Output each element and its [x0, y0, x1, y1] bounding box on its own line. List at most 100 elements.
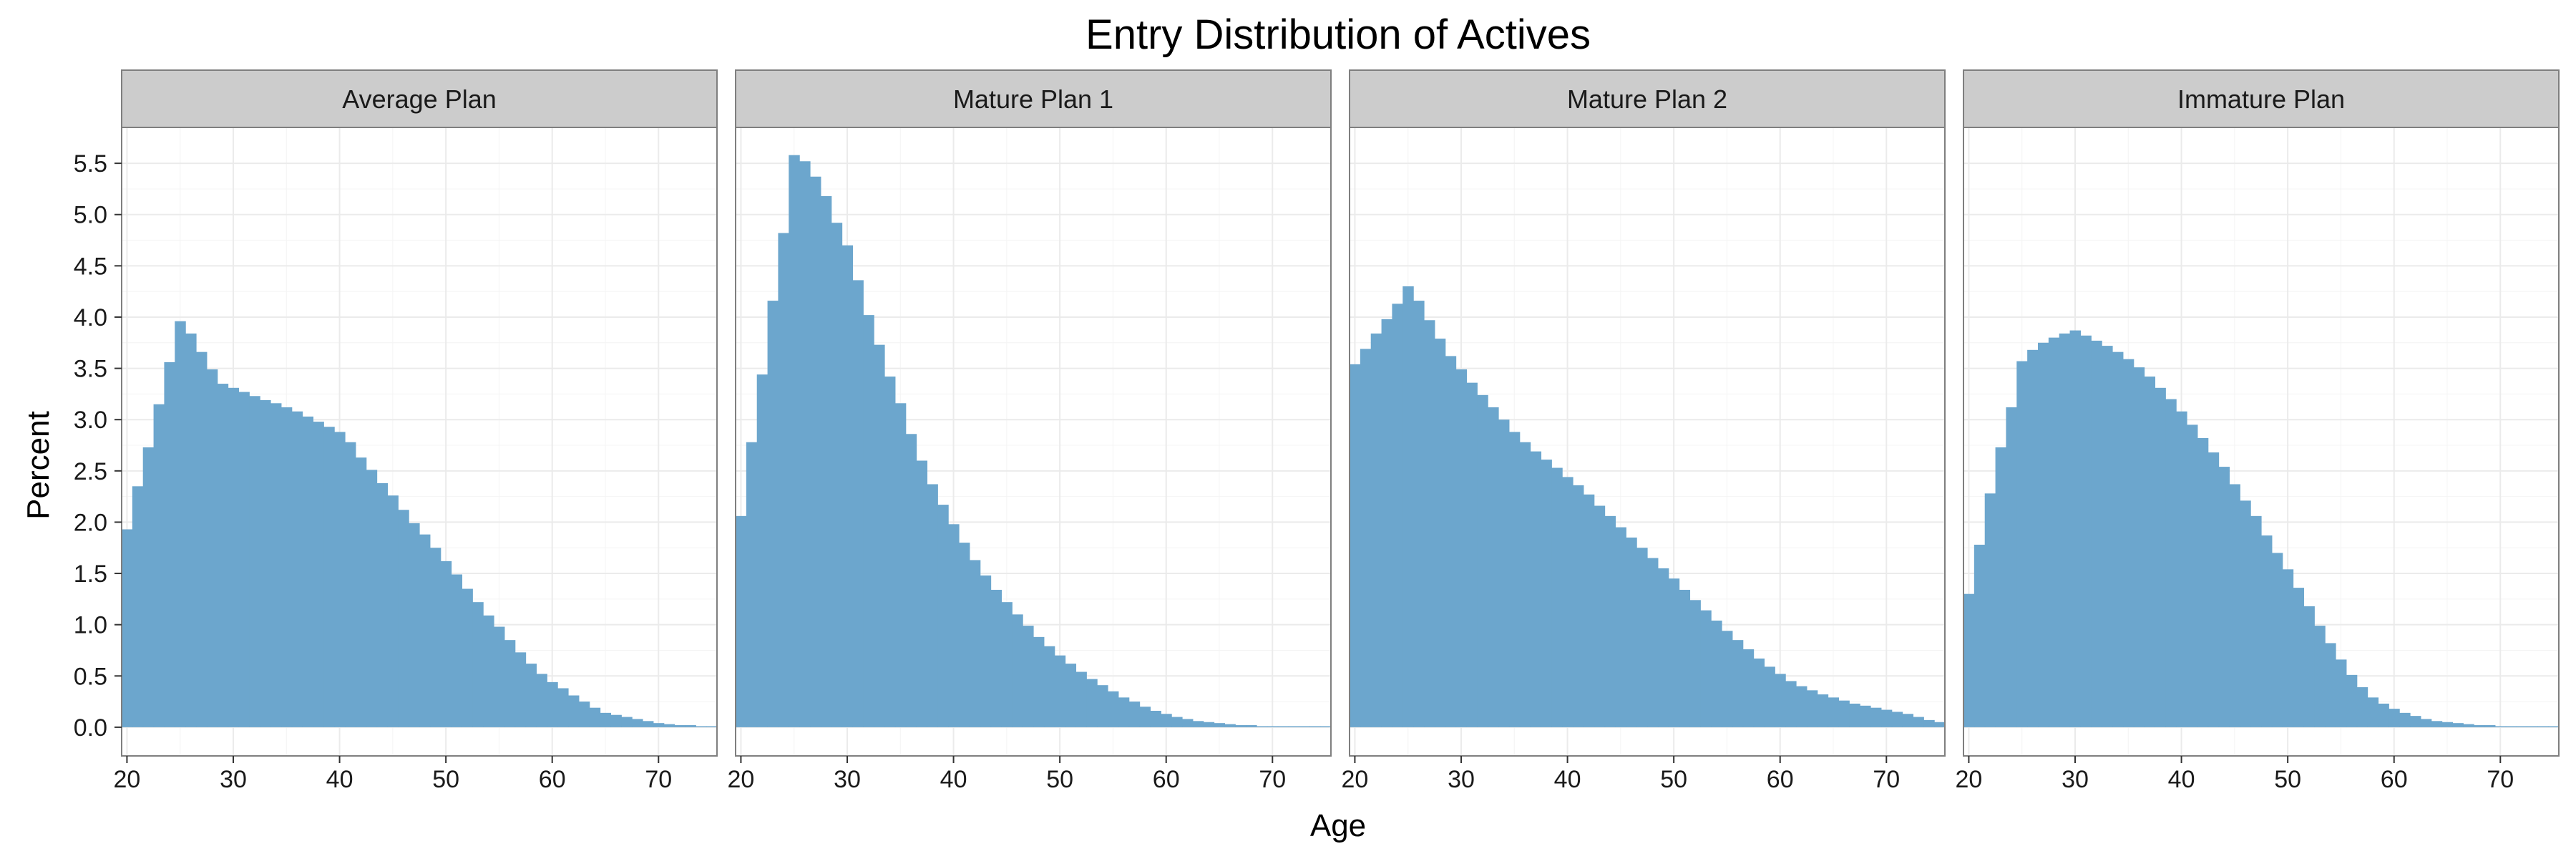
histogram-bar	[366, 470, 378, 727]
histogram-bar	[2325, 643, 2336, 727]
histogram-bar	[1860, 705, 1871, 727]
histogram-bar	[1711, 620, 1722, 727]
y-tick-label: 2.5	[74, 458, 107, 485]
histogram-bar	[1054, 655, 1066, 727]
x-tick-label: 20	[114, 766, 141, 793]
histogram-bar	[557, 688, 569, 727]
histogram-bar	[1583, 494, 1595, 727]
histogram-bar	[1984, 493, 1996, 727]
histogram-bar	[1299, 726, 1310, 727]
histogram-bar	[1732, 640, 1744, 727]
histogram-bar	[1657, 568, 1669, 727]
panel-strip	[1349, 69, 1946, 128]
histogram-bar	[2250, 515, 2262, 727]
histogram-bar	[2261, 535, 2273, 727]
histogram-bar	[2389, 709, 2400, 727]
y-axis-title: Percent	[21, 411, 56, 520]
histogram-bar	[2293, 588, 2305, 727]
y-tick-label: 3.0	[74, 407, 107, 434]
panel-strip-label: Average Plan	[342, 84, 497, 114]
histogram-bar	[756, 374, 769, 727]
histogram-bar	[323, 427, 335, 727]
histogram-bar	[736, 515, 747, 727]
histogram-bar	[536, 674, 547, 727]
histogram-bar	[1604, 515, 1616, 727]
histogram-bar	[1838, 700, 1850, 727]
histogram-bar	[1023, 626, 1034, 727]
histogram-bar	[1192, 721, 1204, 727]
histogram-bar	[270, 403, 282, 727]
histogram-bar	[1594, 505, 1606, 727]
panel-border	[735, 127, 1332, 757]
panel-strip-label: Mature Plan 1	[953, 84, 1113, 114]
y-tick-label: 1.0	[74, 612, 107, 639]
histogram-bar	[1288, 726, 1300, 727]
histogram-bar	[1934, 722, 1946, 727]
histogram-bar	[706, 726, 718, 727]
histogram-bar	[1065, 664, 1077, 727]
histogram-bar	[1413, 301, 1425, 727]
histogram-bar	[2027, 349, 2039, 727]
y-tick-label: 0.0	[74, 714, 107, 742]
histogram-bar	[2484, 725, 2496, 727]
histogram-bar	[1880, 709, 1893, 727]
histogram-bar	[409, 523, 420, 727]
x-tick-label: 30	[834, 766, 861, 793]
histogram-bar	[1636, 548, 1648, 727]
histogram-bar	[1679, 589, 1691, 727]
histogram-bar	[1722, 631, 1733, 727]
histogram-bar	[1246, 725, 1257, 727]
x-tick-label: 40	[940, 766, 967, 793]
x-tick-label: 70	[1259, 766, 1286, 793]
histogram-bar	[1214, 723, 1226, 727]
histogram-bar	[852, 280, 864, 727]
histogram-bar	[142, 447, 155, 727]
histogram-bar	[2356, 687, 2368, 727]
histogram-bar	[916, 460, 928, 727]
histogram-bar	[1001, 602, 1013, 727]
histogram-bar	[874, 344, 885, 727]
histogram-bar	[376, 483, 389, 727]
histogram-bar	[643, 721, 654, 727]
histogram-bar	[2420, 719, 2432, 727]
histogram-bar	[345, 442, 356, 727]
histogram-bar	[355, 457, 367, 727]
histogram-bar	[122, 529, 133, 727]
x-tick-label: 20	[1956, 766, 1983, 793]
histogram-bar	[2336, 659, 2347, 727]
x-tick-label: 30	[220, 766, 247, 793]
histogram-bar	[2165, 399, 2177, 727]
histogram-bar	[1171, 717, 1183, 727]
x-tick-label: 60	[2381, 766, 2408, 793]
histogram-bar	[1562, 477, 1574, 727]
y-tick-label: 5.0	[74, 202, 107, 229]
histogram-bar	[462, 588, 473, 727]
histogram-bar	[440, 560, 452, 727]
panel-strip	[735, 69, 1332, 128]
histogram-bar	[927, 484, 938, 727]
x-tick-label: 20	[728, 766, 755, 793]
histogram-bar	[1381, 319, 1393, 727]
histogram-bar	[2240, 500, 2251, 727]
histogram-bar	[1108, 691, 1119, 727]
histogram-bar	[1182, 719, 1194, 727]
histogram-bar	[2282, 569, 2294, 727]
histogram-bar	[2410, 716, 2421, 727]
histogram-bar	[175, 321, 186, 727]
histogram-bar	[1615, 527, 1626, 727]
histogram-bar	[291, 411, 303, 727]
x-axis-title: Age	[1310, 808, 1366, 843]
histogram-bar	[1370, 333, 1382, 727]
histogram-bar	[228, 387, 240, 727]
histogram-bar	[1277, 726, 1289, 727]
histogram-bar	[1689, 600, 1701, 727]
y-tick-label: 4.0	[74, 304, 107, 331]
histogram-bar	[1995, 447, 2007, 727]
histogram-bar	[1257, 726, 1268, 727]
histogram-bar	[990, 589, 1002, 727]
histogram-bar	[504, 640, 516, 727]
histogram-bar	[1817, 694, 1829, 727]
histogram-bar	[1742, 649, 1755, 727]
histogram-bar	[2463, 724, 2474, 727]
